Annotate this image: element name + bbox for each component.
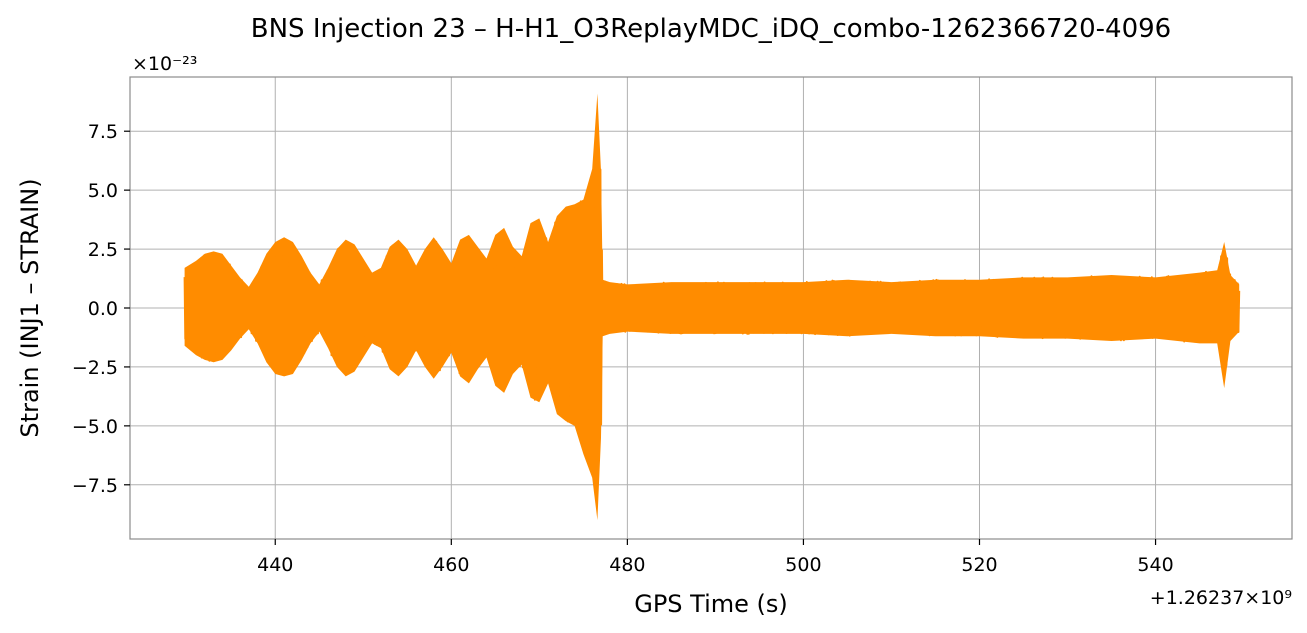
x-tick-label: 500	[785, 554, 821, 576]
x-tick-label: 460	[433, 554, 469, 576]
y-tick-label: 7.5	[88, 121, 118, 143]
x-tick-label: 480	[609, 554, 645, 576]
x-tick-label: 440	[257, 554, 293, 576]
plot-area	[183, 93, 1241, 521]
y-tick-label: 0.0	[88, 298, 118, 320]
chart-title: BNS Injection 23 – H-H1_O3ReplayMDC_iDQ_…	[251, 14, 1171, 44]
y-tick-label: 2.5	[88, 239, 118, 261]
y-tick-label: 5.0	[88, 180, 118, 202]
y-scale-label: ×10⁻²³	[132, 53, 197, 75]
x-offset-label: +1.26237×10⁹	[1150, 587, 1292, 609]
axis-ticks: 440 460 480 500 520 540 7.5 5.0 2.5 0.0 −2.5 −5.0 −7…	[72, 121, 1174, 576]
strain-series-line	[183, 158, 1241, 477]
y-tick-label: −7.5	[72, 475, 118, 497]
x-tick-label: 540	[1137, 554, 1173, 576]
y-tick-label: −5.0	[72, 416, 118, 438]
x-tick-label: 520	[961, 554, 997, 576]
x-axis-label: GPS Time (s)	[634, 590, 788, 618]
y-axis-label: Strain (INJ1 – STRAIN)	[16, 178, 44, 437]
y-tick-label: −2.5	[72, 357, 118, 379]
